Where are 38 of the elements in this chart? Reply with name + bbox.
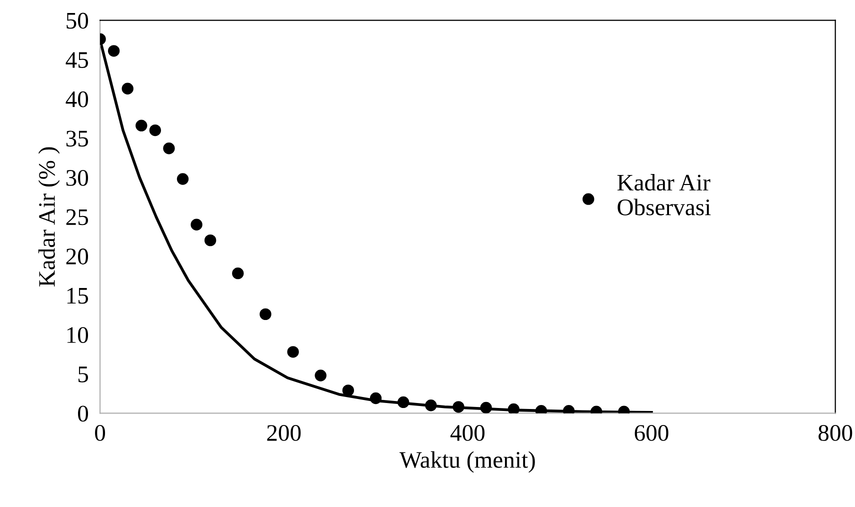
point: [508, 403, 520, 414]
y-tick-label: 0: [78, 406, 88, 422]
y-axis-title: Kadar Air (% ): [38, 147, 60, 287]
point: [287, 346, 299, 358]
point: [149, 124, 162, 136]
y-tick-label: 15: [67, 288, 88, 304]
point: [204, 234, 216, 246]
y-tick-label: 40: [66, 91, 88, 108]
point: [342, 384, 354, 396]
x-tick-label: 400: [450, 425, 484, 441]
x-axis-title: Waktu (menit): [399, 451, 535, 473]
point: [452, 401, 464, 413]
y-tick-label: 50: [66, 12, 88, 29]
point: [163, 142, 175, 154]
point: [314, 370, 326, 382]
point: [232, 267, 244, 280]
y-tick-label: 35: [66, 130, 88, 147]
y-tick-label: 10: [67, 327, 88, 344]
x-tick-label: 800: [818, 425, 852, 441]
y-tick-label: 5: [78, 366, 88, 382]
y-tick-label: 25: [66, 209, 88, 226]
y-tick-label: 30: [66, 170, 88, 186]
x-tick-label: 600: [634, 425, 668, 441]
point: [480, 402, 492, 414]
x-tick-label: 0: [95, 425, 106, 441]
point: [190, 218, 202, 230]
y-tick-label: 45: [66, 52, 88, 68]
point: [122, 82, 134, 94]
point: [425, 400, 437, 412]
point: [108, 45, 120, 57]
point: [370, 392, 382, 404]
x-tick-label: 200: [267, 425, 301, 441]
point: [260, 308, 272, 320]
point: [176, 173, 189, 185]
y-tick-label: 20: [66, 248, 88, 264]
point: [398, 396, 410, 408]
point: [136, 120, 148, 132]
legend-label: Kadar Air Observasi: [617, 174, 711, 216]
